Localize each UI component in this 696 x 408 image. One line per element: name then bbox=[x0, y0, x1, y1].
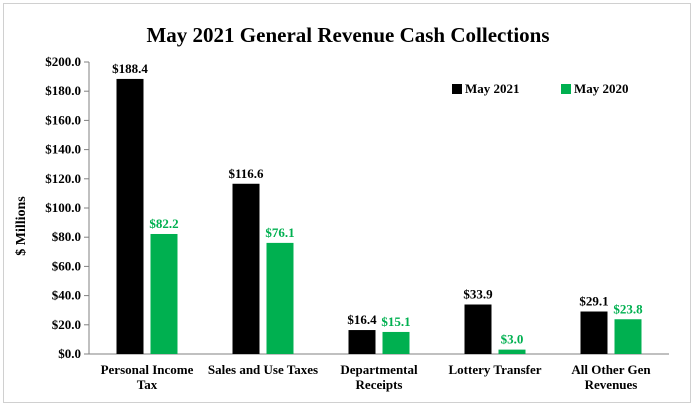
y-tick-label: $60.0 bbox=[52, 258, 81, 273]
x-tick-label: Sales and Use Taxes bbox=[208, 362, 318, 377]
data-label: $82.2 bbox=[149, 216, 178, 231]
chart-frame: May 2021 General Revenue Cash Collection… bbox=[3, 3, 691, 403]
axes: $0.0 $20.0 $40.0 $60.0 $80.0 $100.0 $120.0 $140… bbox=[45, 54, 669, 392]
bar-chart: May 2021 General Revenue Cash Collection… bbox=[14, 23, 669, 392]
bar-may-2021 bbox=[464, 304, 492, 354]
y-tick-label: $200.0 bbox=[45, 54, 81, 69]
data-label: $116.6 bbox=[228, 166, 264, 181]
legend-label: May 2020 bbox=[574, 81, 629, 96]
x-tick-label: Personal Income Tax bbox=[101, 362, 194, 392]
x-tick-label: All Other Gen Revenues bbox=[571, 362, 651, 392]
bar-may-2020 bbox=[382, 331, 410, 354]
data-label: $188.4 bbox=[112, 61, 148, 76]
data-label: $15.1 bbox=[381, 314, 410, 329]
y-tick-label: $20.0 bbox=[52, 317, 81, 332]
y-tick-label: $140.0 bbox=[45, 142, 81, 157]
data-label: $76.1 bbox=[265, 225, 294, 240]
y-tick-label: $80.0 bbox=[52, 229, 81, 244]
x-tick-label: Departmental Receipts bbox=[340, 362, 418, 392]
bars bbox=[116, 78, 642, 354]
y-axis-label: $ Millions bbox=[14, 196, 29, 256]
bar-may-2021 bbox=[232, 183, 260, 354]
legend: May 2021 May 2020 bbox=[452, 81, 629, 96]
chart-title: May 2021 General Revenue Cash Collection… bbox=[146, 23, 549, 47]
legend-swatch bbox=[452, 84, 462, 94]
bar-may-2020 bbox=[614, 319, 642, 354]
bar-may-2020 bbox=[150, 233, 178, 354]
x-tick-label: Lottery Transfer bbox=[448, 362, 541, 377]
data-label: $29.1 bbox=[579, 294, 608, 309]
legend-swatch bbox=[561, 84, 571, 94]
bar-may-2021 bbox=[116, 78, 144, 354]
data-labels: $188.4 $82.2 $116.6 $76.1 $16.4 $15.1 $33.9 $3.… bbox=[112, 61, 643, 347]
y-tick-label: $180.0 bbox=[45, 83, 81, 98]
bar-may-2020 bbox=[266, 242, 294, 354]
bar-may-2020 bbox=[498, 349, 526, 354]
y-tick-label: $0.0 bbox=[58, 346, 81, 361]
y-tick-label: $40.0 bbox=[52, 288, 81, 303]
y-tick-label: $100.0 bbox=[45, 200, 81, 215]
y-tick-label: $160.0 bbox=[45, 112, 81, 127]
data-label: $23.8 bbox=[613, 301, 643, 316]
data-label: $3.0 bbox=[501, 332, 524, 347]
bar-may-2021 bbox=[348, 330, 376, 354]
y-tick-label: $120.0 bbox=[45, 171, 81, 186]
data-label: $33.9 bbox=[463, 287, 493, 302]
bar-may-2021 bbox=[580, 311, 608, 354]
legend-label: May 2021 bbox=[465, 81, 520, 96]
data-label: $16.4 bbox=[347, 312, 377, 327]
